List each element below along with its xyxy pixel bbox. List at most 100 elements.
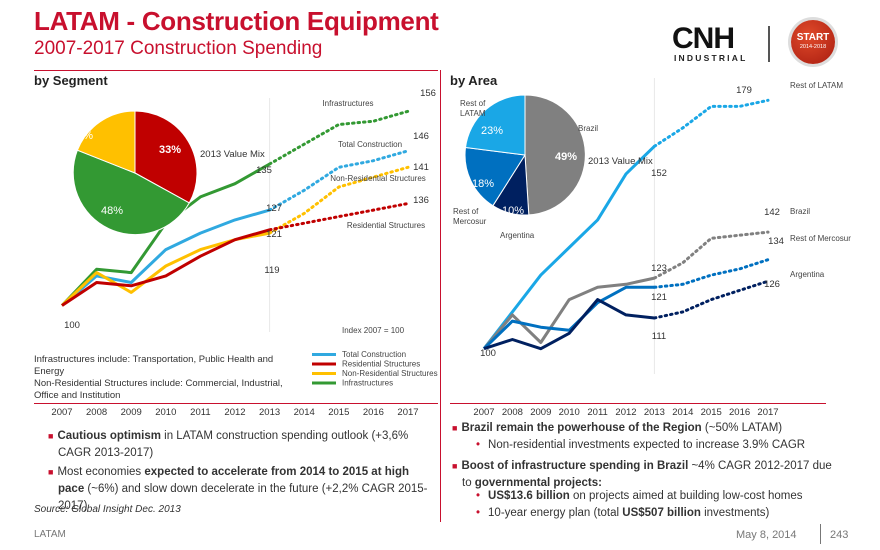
right-sub-1: • Non-residential investments expected to… [476,439,806,451]
area-line-chart: 2007 2008 2009 2010 2011 2012 2013 2014 2015 2016… [473,78,851,418]
legend-label-total-construction: Total Construction [342,350,406,359]
pie-pct-residential: 33% [159,144,181,156]
area-heading: by Area [450,73,498,88]
pie-slice-rest-of-mercosur [464,146,526,207]
area-value-label-100: 100 [480,348,496,359]
x-tick-2017: 2017 [757,407,778,418]
pie-label-rest-mercosur-2: Mercosur [453,217,487,226]
right-bullet-2-bold2: governmental projects: [474,477,602,489]
series-line-residential-structures [61,228,271,307]
pie-pct-brazil: 49% [555,151,577,163]
pie-pct-non-residential: 19% [71,130,93,142]
x-tick-2012: 2012 [224,407,245,418]
right-bullet-2-bold: Boost of infrastructure spending in Braz… [461,460,689,472]
x-tick-2009: 2009 [121,407,142,418]
index-note: Index 2007 = 100 [342,326,405,335]
right-sub-3-bold: US$507 billion [622,507,701,519]
x-tick-2007: 2007 [51,407,72,418]
right-bullet-2-rest: ~4% CAGR 2012-2017 due to [462,460,832,489]
x-tick-2015: 2015 [701,407,722,418]
footer-divider [820,524,821,544]
left-top-rule [34,70,438,71]
area-value-label-126: 126 [764,279,780,290]
left-axis-rule [34,403,438,404]
x-tick-2017: 2017 [397,407,418,418]
left-bullet-2-pre: Most economies [57,466,145,478]
note-nonresidential: Non-Residential Structures include: Comm… [34,378,283,401]
right-bullet-2: ■ Boost of infrastructure spending in Bra… [452,460,832,489]
right-sub-3-pre: 10-year energy plan (total [488,507,623,519]
area-value-label-121: 121 [651,292,667,303]
value-label-141: 141 [413,162,429,173]
footer-region: LATAM [34,529,66,540]
end-label-argentina: Argentina [790,270,825,279]
value-label-156: 156 [420,88,436,99]
value-label-121: 121 [266,229,282,240]
legend-label-non-residential-structures: Non-Residential Structures [342,369,438,378]
end-label-rest-of-mercosur: Rest of Mercosur [790,234,851,243]
pie-pct-infrastructure: 48% [101,205,123,217]
right-sub-1-text: Non-residential investments expected to … [488,439,806,451]
series-forecast-argentina [652,279,770,320]
badge-line1: START [796,32,830,43]
area-value-label-123: 123 [651,263,667,274]
logo-main-text: CNH [672,22,735,55]
series-forecast-infrastructures [268,109,410,166]
x-tick-2013: 2013 [259,407,280,418]
legend-label-infrastructures: Infrastructures [342,379,393,388]
pie-label-argentina: Argentina [500,231,535,240]
header-divider [768,26,770,62]
area-value-label-179: 179 [736,85,752,96]
source-note: Source: Global Insight Dec. 2013 [34,504,181,515]
left-bullet-2-rest: (~6%) and slow down decelerate in the fu… [58,483,428,512]
right-sub-3: • 10-year energy plan (total US$507 billi… [476,507,770,519]
line-label-infrastructures: Infrastructures [322,99,373,108]
series-forecast-total-construction [268,149,410,212]
right-bullet-1-bold: Brazil remain the powerhouse of the Regi… [461,422,702,434]
right-sub-2-rest: on projects aimed at building low-cost h… [569,490,803,502]
pie-slice-residential [134,110,198,204]
legend-swatch-residential-structures [312,362,336,366]
left-bullet-1-bold: Cautious optimism [57,430,161,442]
footer-date: May 8, 2014 [736,529,797,541]
left-bullet-2-bold: expected to accelerate from 2014 to 2015… [58,466,409,495]
pie-slice-rest-of-latam [464,94,526,156]
series-line-brazil [482,145,656,350]
pie-pct-argentina: 10% [502,205,524,217]
series-forecast-brazil [652,98,770,148]
x-tick-2016: 2016 [363,407,384,418]
value-label-136: 136 [413,195,429,206]
series-line-rest-of-latam [482,276,655,350]
area-value-label-152: 152 [651,168,667,179]
pie-label-rest-latam-2: LATAM [460,109,486,118]
pie-pct-rest-of-mercosur: 18% [472,178,494,190]
legend-swatch-non-residential-structures [312,372,336,375]
right-sub-2-bold: US$13.6 billion [488,490,570,502]
value-label-100: 100 [64,320,80,331]
area-value-label-111: 111 [652,331,666,342]
left-bullet-1: ■ Cautious optimism in LATAM construction… [48,430,409,459]
x-tick-2008: 2008 [86,407,107,418]
series-line-non-residential-structures [60,231,270,307]
series-forecast-residential-structures [268,202,410,232]
value-label-135: 135 [256,165,272,176]
value-label-127: 127 [266,203,282,214]
x-tick-2014: 2014 [672,407,693,418]
x-tick-2016: 2016 [729,407,750,418]
legend-label-residential-structures: Residential Structures [342,360,420,369]
value-label-119: 119 [264,265,279,276]
x-tick-2010: 2010 [155,407,176,418]
page-subtitle: 2007-2017 Construction Spending [34,38,323,59]
left-bullet-2: ■ Most economies expected to accelerate f… [48,466,428,512]
x-tick-2008: 2008 [502,407,523,418]
pie-label-brazil: Brazil [578,124,598,133]
end-label-rest-of-latam: Rest of LATAM [790,81,843,90]
pie-label-rest-latam-1: Rest of [460,99,486,108]
line-label-residential-structures: Residential Structures [347,221,425,230]
note-infrastructure: Infrastructures include: Transportation,… [34,354,274,377]
logo-sub-text: INDUSTRIAL [674,53,748,63]
end-label-brazil: Brazil [790,207,810,216]
